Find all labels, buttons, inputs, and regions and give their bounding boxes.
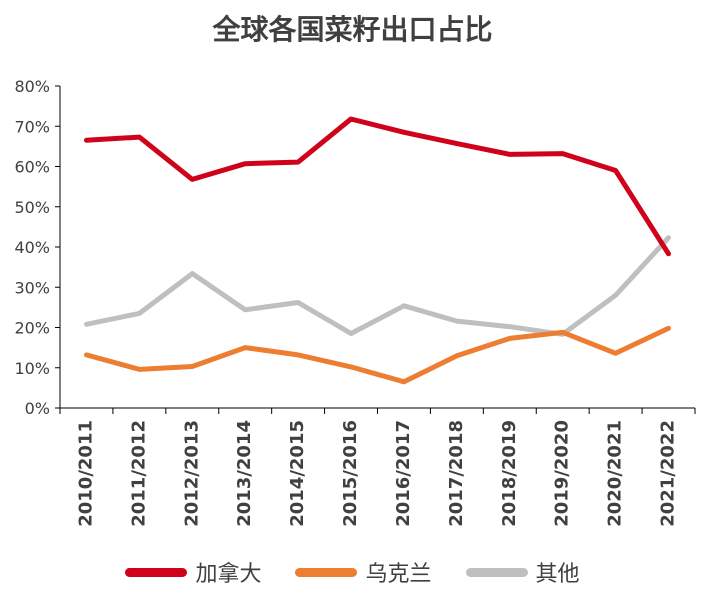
- legend-swatch-other: [465, 567, 528, 577]
- y-tick-labels: 0% 10% 20% 30% 40% 50% 60% 70% 80%: [14, 77, 50, 418]
- y-tick-label: 50%: [14, 198, 50, 217]
- chart-title: 全球各国菜籽出口占比: [212, 13, 493, 46]
- y-tick-label: 20%: [14, 319, 50, 338]
- x-tick-label: 2015/2016: [340, 420, 361, 527]
- x-tick-label: 2013/2014: [234, 420, 255, 527]
- x-tick-label: 2011/2012: [128, 420, 149, 527]
- legend-swatch-ukraine: [295, 567, 358, 577]
- y-tick-label: 30%: [14, 278, 50, 297]
- series-line-other: [84, 235, 671, 337]
- y-tick-label: 0%: [25, 399, 50, 418]
- x-tick-label: 2020/2021: [605, 420, 626, 527]
- legend-label-other: 其他: [535, 562, 580, 587]
- y-tick-label: 70%: [14, 117, 50, 136]
- y-tick-label: 40%: [14, 238, 50, 257]
- legend-swatch-canada: [125, 567, 188, 577]
- y-tick-label: 60%: [14, 158, 50, 177]
- legend-item-canada: 加拿大: [125, 556, 261, 588]
- y-tick-label: 80%: [14, 77, 50, 96]
- x-tick-label: 2012/2013: [181, 420, 202, 527]
- x-tick-label: 2018/2019: [499, 420, 520, 527]
- x-tick-label: 2010/2011: [75, 420, 96, 527]
- y-tick-label: 10%: [14, 359, 50, 378]
- x-tick-label: 2017/2018: [446, 420, 467, 527]
- legend-label-canada: 加拿大: [195, 562, 262, 587]
- x-tick-label: 2016/2017: [393, 420, 414, 527]
- x-tick-labels: 2010/2011 2011/2012 2012/2013 2013/2014 2014…: [75, 420, 678, 527]
- legend: 加拿大 乌克兰 其他: [0, 556, 705, 588]
- series-lines: [84, 116, 671, 385]
- legend-label-ukraine: 乌克兰: [365, 562, 432, 587]
- x-tick-label: 2021/2022: [658, 420, 679, 527]
- x-tick-label: 2014/2015: [287, 420, 308, 527]
- x-tick-label: 2019/2020: [552, 420, 573, 527]
- series-line-canada: [84, 116, 671, 257]
- series-line-ukraine: [84, 325, 671, 385]
- chart-axes: [55, 85, 696, 414]
- legend-item-ukraine: 乌克兰: [295, 556, 432, 588]
- legend-item-other: 其他: [465, 556, 580, 588]
